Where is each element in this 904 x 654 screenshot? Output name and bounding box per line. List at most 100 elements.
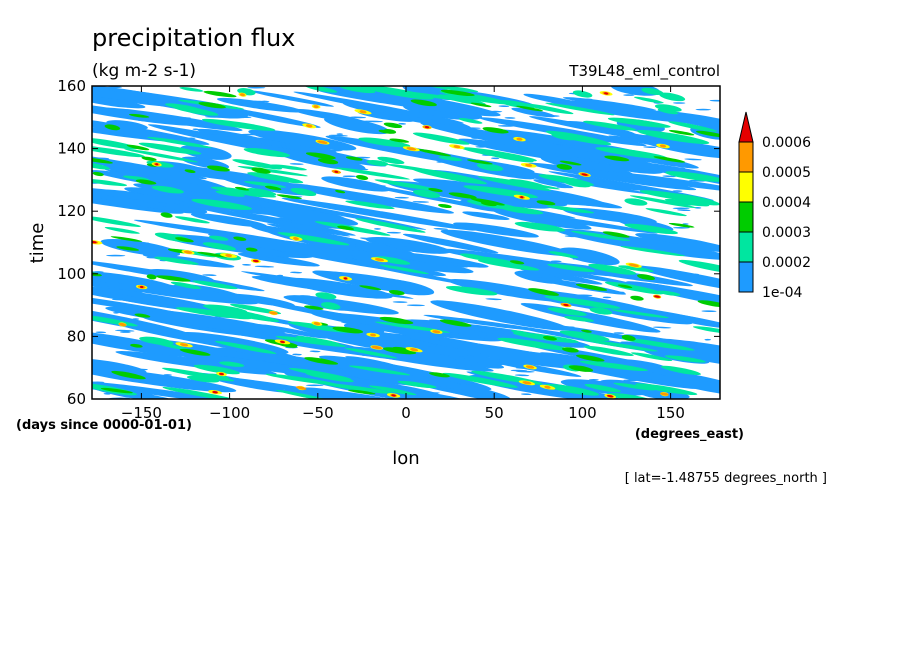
precip-cell xyxy=(581,173,588,176)
precip-cell xyxy=(359,285,382,291)
precip-cell xyxy=(377,156,405,165)
precip-cell xyxy=(202,304,248,314)
precip-cell xyxy=(92,162,111,170)
precip-cell xyxy=(500,329,510,332)
precip-cell xyxy=(557,326,575,328)
precip-cell xyxy=(374,228,381,230)
precip-cell xyxy=(570,230,631,241)
y-tick-label: 100 xyxy=(57,265,86,283)
y-tick-label: 160 xyxy=(57,77,86,95)
precip-cell xyxy=(545,102,615,116)
precip-cell xyxy=(621,334,636,341)
precip-cell xyxy=(584,383,621,393)
precip-cell xyxy=(219,372,224,376)
precip-cell xyxy=(471,137,479,139)
precip-cell xyxy=(370,333,377,337)
precip-cell xyxy=(293,237,299,241)
precip-cell xyxy=(305,124,313,128)
precip-cell xyxy=(520,393,532,396)
precip-cell xyxy=(349,116,367,119)
colorbar-label: 0.0002 xyxy=(762,255,811,271)
precip-cell xyxy=(465,304,480,307)
precip-cell xyxy=(239,93,246,97)
precip-cell xyxy=(623,334,720,358)
precip-cell xyxy=(457,382,469,385)
precip-cell xyxy=(602,181,618,184)
precip-cell xyxy=(315,292,337,300)
precip-cell xyxy=(434,325,488,336)
precip-cell xyxy=(475,145,490,148)
precip-cell xyxy=(672,190,683,192)
precip-cell xyxy=(607,117,671,128)
precip-cell xyxy=(343,323,385,334)
precip-cell xyxy=(613,382,656,391)
precip-cell xyxy=(436,161,446,163)
precip-cell xyxy=(230,303,282,315)
precip-cell xyxy=(629,195,697,209)
precip-cell xyxy=(391,394,396,397)
precip-cell xyxy=(556,164,573,170)
precip-cell xyxy=(345,156,363,161)
precip-cell xyxy=(168,200,351,237)
precip-cell xyxy=(304,86,338,93)
precip-cell xyxy=(118,322,127,327)
precip-cell xyxy=(100,238,181,257)
precip-cell xyxy=(359,237,464,254)
precip-cell xyxy=(371,375,384,378)
precip-cell xyxy=(583,120,637,131)
precip-cell xyxy=(184,169,196,174)
precip-cell xyxy=(440,89,475,97)
precip-cell xyxy=(358,137,411,148)
precip-cell xyxy=(123,148,198,163)
precip-cell xyxy=(576,354,605,362)
precip-cell xyxy=(287,109,301,112)
chart-units: (kg m-2 s-1) xyxy=(92,61,196,81)
precip-cell xyxy=(139,336,174,346)
precip-cell xyxy=(384,215,396,218)
precip-cell xyxy=(93,271,104,273)
precip-cell xyxy=(659,144,667,148)
precip-cell xyxy=(225,253,232,258)
precip-cell xyxy=(624,223,678,235)
precip-cell xyxy=(425,392,440,394)
precip-cell xyxy=(100,387,133,394)
precip-cell xyxy=(413,189,441,198)
precip-cell xyxy=(379,316,414,325)
precip-cell xyxy=(243,147,291,158)
precip-cell xyxy=(659,92,686,102)
precip-cell xyxy=(290,187,317,197)
precip-cell xyxy=(536,200,556,206)
precip-cell xyxy=(191,297,202,299)
precip-cell xyxy=(132,318,140,320)
precip-cell xyxy=(370,184,386,187)
precip-cell xyxy=(394,196,409,199)
precip-cell xyxy=(668,167,686,169)
precip-cell xyxy=(265,373,339,386)
precip-cell xyxy=(138,142,202,155)
precip-cell xyxy=(472,305,481,308)
precip-cell xyxy=(660,392,669,396)
precip-cell xyxy=(247,172,304,184)
precip-cell xyxy=(260,207,270,209)
precip-cell xyxy=(110,236,143,242)
precip-cell xyxy=(317,158,339,165)
precip-cell xyxy=(523,103,574,115)
precip-cell xyxy=(406,147,417,151)
precip-cell xyxy=(235,186,250,191)
precip-cell xyxy=(115,351,277,375)
precip-cell xyxy=(645,208,687,217)
precip-cell xyxy=(204,116,225,118)
precip-cell xyxy=(630,352,673,362)
precip-cell xyxy=(295,386,307,390)
precip-cell xyxy=(426,271,433,274)
x-tick-label: 150 xyxy=(656,404,685,422)
precip-cell xyxy=(623,379,639,382)
precip-cell xyxy=(610,309,669,319)
precip-cell xyxy=(544,385,551,389)
x-axis-label: lon xyxy=(392,448,419,469)
chart-title: precipitation flux xyxy=(92,24,295,52)
precip-cell xyxy=(634,265,720,295)
precip-cell xyxy=(596,302,720,329)
precip-cell xyxy=(458,118,483,124)
precip-cell xyxy=(654,104,682,112)
